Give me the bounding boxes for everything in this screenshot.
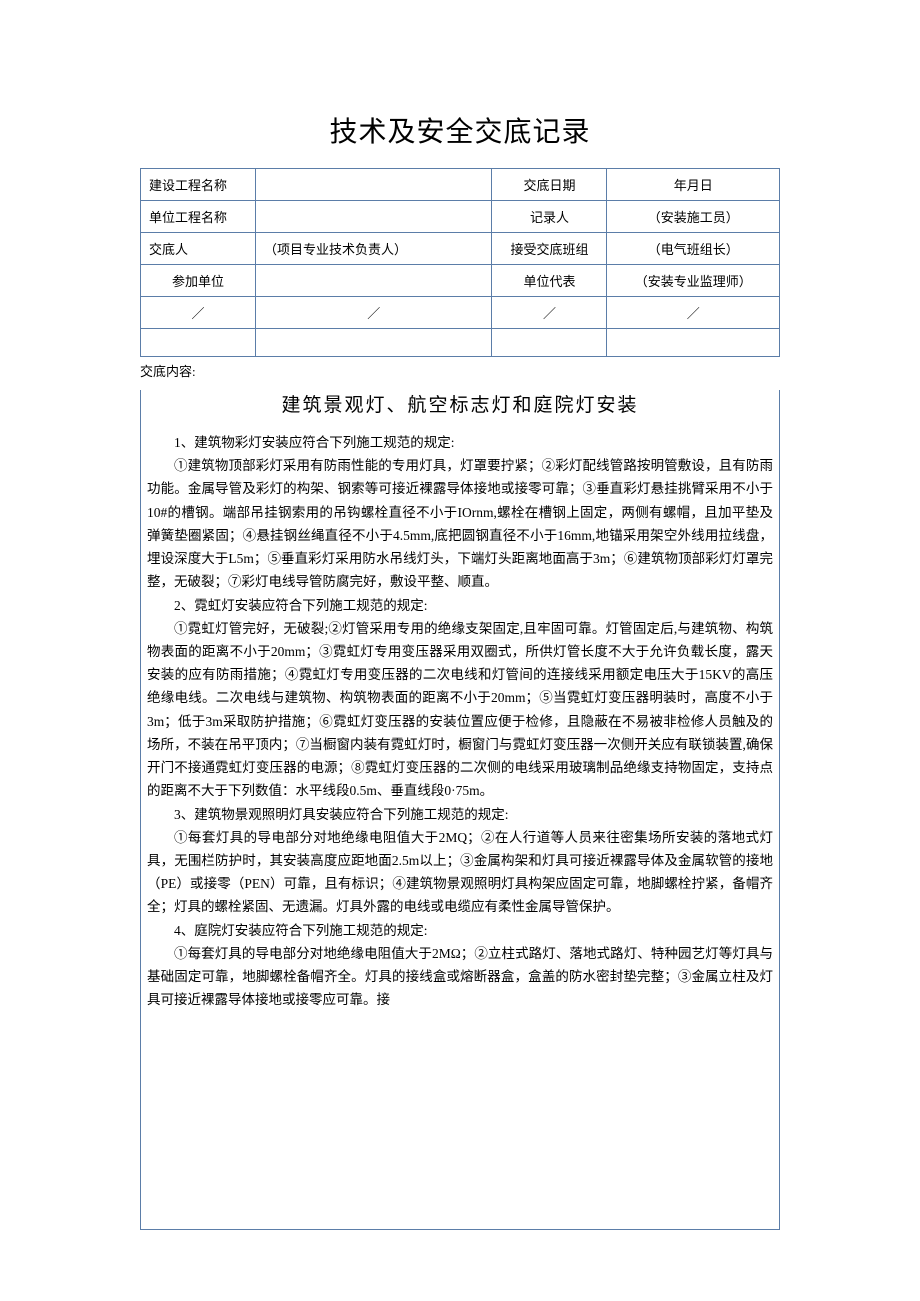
- section-number-line: 2、霓虹灯安装应符合下列施工规范的规定:: [147, 594, 773, 617]
- table-cell: （电气班组长）: [607, 233, 780, 265]
- document-title: 技术及安全交底记录: [140, 110, 780, 150]
- section: 1、建筑物彩灯安装应符合下列施工规范的规定:①建筑物顶部彩灯采用有防雨性能的专用…: [147, 431, 773, 594]
- table-cell: 接受交底班组: [492, 233, 607, 265]
- section-body: ①每套灯具的导电部分对地绝缘电阻值大于2MQ；②在人行道等人员来往密集场所安装的…: [147, 826, 773, 919]
- section-body: ①霓虹灯管完好，无破裂;②灯管采用专用的绝缘支架固定,且牢固可靠。灯管固定后,与…: [147, 617, 773, 803]
- table-row: 单位工程名称 记录人（安装施工员）: [141, 201, 780, 233]
- section: 4、庭院灯安装应符合下列施工规范的规定:①每套灯具的导电部分对地绝缘电阻值大于2…: [147, 919, 773, 1012]
- section: 3、建筑物景观照明灯具安装应符合下列施工规范的规定:①每套灯具的导电部分对地绝缘…: [147, 803, 773, 919]
- table-row: 交底人（项目专业技术负责人）接受交底班组（电气班组长）: [141, 233, 780, 265]
- table-cell: 单位工程名称: [141, 201, 256, 233]
- table-cell: [256, 169, 492, 201]
- table-row: 建设工程名称 交底日期年月日: [141, 169, 780, 201]
- section-number-line: 4、庭院灯安装应符合下列施工规范的规定:: [147, 919, 773, 942]
- table-cell: ／: [492, 297, 607, 329]
- header-table: 建设工程名称交底日期年月日单位工程名称记录人（安装施工员）交底人（项目专业技术负…: [140, 168, 780, 357]
- table-row: [141, 329, 780, 357]
- table-cell: [492, 329, 607, 357]
- table-cell: 年月日: [607, 169, 780, 201]
- table-cell: （安装施工员）: [607, 201, 780, 233]
- table-cell: [256, 265, 492, 297]
- section-body: ①建筑物顶部彩灯采用有防雨性能的专用灯具，灯罩要拧紧；②彩灯配线管路按明管敷设，…: [147, 454, 773, 593]
- content-box: 建筑景观灯、航空标志灯和庭院灯安装 1、建筑物彩灯安装应符合下列施工规范的规定:…: [140, 390, 780, 1230]
- section-body: ①每套灯具的导电部分对地绝缘电阻值大于2MΩ；②立柱式路灯、落地式路灯、特种园艺…: [147, 942, 773, 1012]
- table-cell: 单位代表: [492, 265, 607, 297]
- table-cell: [607, 329, 780, 357]
- table-cell: ／: [607, 297, 780, 329]
- content-label: 交底内容:: [140, 361, 780, 380]
- table-cell: ／: [256, 297, 492, 329]
- table-cell: （安装专业监理师）: [607, 265, 780, 297]
- section: 2、霓虹灯安装应符合下列施工规范的规定:①霓虹灯管完好，无破裂;②灯管采用专用的…: [147, 594, 773, 803]
- table-row: ／／／／: [141, 297, 780, 329]
- table-cell: [256, 201, 492, 233]
- table-cell: 建设工程名称: [141, 169, 256, 201]
- table-cell: （项目专业技术负责人）: [256, 233, 492, 265]
- content-title: 建筑景观灯、航空标志灯和庭院灯安装: [147, 390, 773, 417]
- table-cell: 交底日期: [492, 169, 607, 201]
- table-cell: 交底人: [141, 233, 256, 265]
- section-number-line: 3、建筑物景观照明灯具安装应符合下列施工规范的规定:: [147, 803, 773, 826]
- table-cell: 记录人: [492, 201, 607, 233]
- table-cell: [141, 329, 256, 357]
- table-cell: [256, 329, 492, 357]
- table-cell: 参加单位: [141, 265, 256, 297]
- table-cell: ／: [141, 297, 256, 329]
- section-number-line: 1、建筑物彩灯安装应符合下列施工规范的规定:: [147, 431, 773, 454]
- table-row: 参加单位 单位代表（安装专业监理师）: [141, 265, 780, 297]
